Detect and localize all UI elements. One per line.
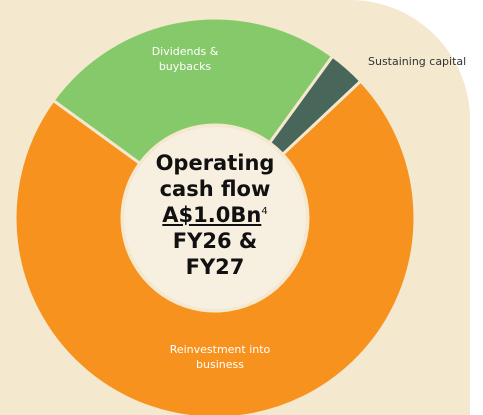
- donut-hole: [124, 127, 306, 309]
- segment-label: Sustaining capital: [368, 55, 467, 68]
- donut-segment: [13, 78, 417, 415]
- segment-label: Reinvestment into business: [169, 343, 271, 371]
- center-amount: A$1.0Bn: [162, 203, 262, 227]
- center-title: Operating cash flow: [155, 151, 275, 201]
- segment-label: Dividends & buybacks: [151, 45, 219, 73]
- donut-segment: [51, 16, 335, 166]
- center-amount-line: A$1.0Bn4: [140, 202, 290, 228]
- footnote: 4: [261, 206, 268, 217]
- center-period: FY26 & FY27: [172, 229, 258, 279]
- center-text: Operating cash flow A$1.0Bn4 FY26 & FY27: [140, 150, 290, 280]
